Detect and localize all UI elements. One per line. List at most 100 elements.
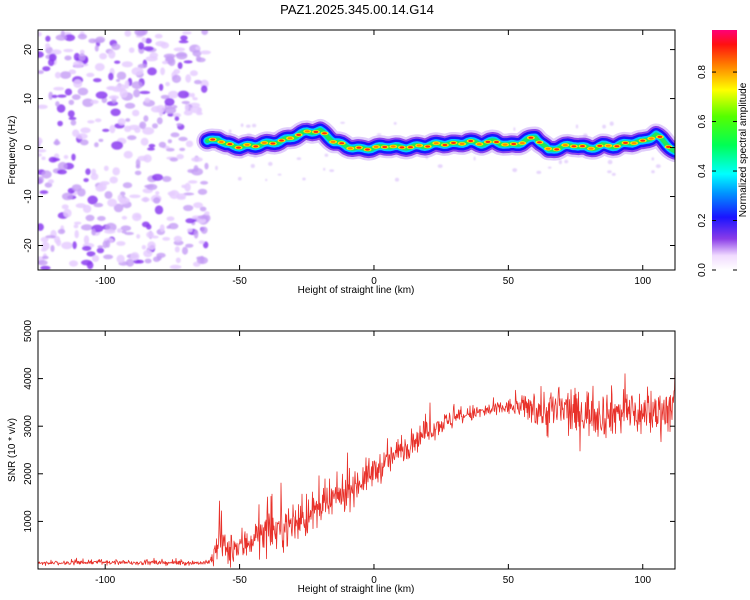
noise-speckle	[86, 261, 94, 270]
noise-speckle	[116, 71, 127, 80]
noise-speckle	[40, 265, 51, 270]
noise-speckle	[174, 246, 180, 253]
noise-speckle	[91, 228, 96, 236]
noise-speckle	[38, 51, 44, 58]
noise-speckle	[185, 74, 192, 83]
noise-speckle	[77, 188, 86, 197]
noise-speckle	[82, 245, 92, 251]
noise-speckle	[85, 214, 95, 222]
noise-speckle	[107, 86, 115, 91]
noise-speckle	[114, 60, 121, 64]
noise-speckle	[152, 123, 158, 129]
figure-title: PAZ1.2025.345.00.14.G14	[280, 2, 434, 17]
ridge-hotspot-core	[519, 142, 525, 145]
noise-speck	[323, 167, 326, 171]
noise-speckle	[150, 105, 161, 113]
noise-speckle	[144, 258, 152, 264]
noise-speckle	[110, 108, 121, 117]
x-tick-label: -100	[95, 276, 115, 287]
noise-speckle	[125, 118, 131, 122]
y-tick-label: 2000	[23, 462, 34, 485]
ridge-hotspot-core	[244, 143, 250, 146]
ridge-hotspot-core	[382, 145, 388, 149]
noise-speckle	[182, 246, 188, 255]
noise-speckle	[57, 94, 67, 98]
ridge-hotspot-core	[279, 139, 284, 142]
ridge-hotspot-core	[597, 144, 603, 147]
noise-speckle	[145, 38, 152, 44]
ridge-hotspot-core	[425, 145, 431, 148]
noise-speckle	[87, 195, 98, 205]
noise-speckle	[188, 180, 198, 184]
noise-speckle	[57, 120, 63, 127]
noise-speckle	[174, 116, 180, 121]
noise-speckle	[138, 42, 145, 50]
noise-speck	[607, 170, 612, 174]
snr-y-ticks: 1000 2000 3000 4000 5000	[23, 319, 675, 533]
ridge-hotspot-core	[545, 147, 551, 150]
snr-y-axis-label: SNR (10 * v/v)	[7, 418, 18, 482]
noise-speckle	[72, 241, 77, 250]
noise-speckle	[77, 33, 87, 40]
noise-speckle	[149, 52, 159, 59]
ridge-hotspot-core	[356, 146, 362, 149]
noise-speckle	[137, 63, 148, 69]
x-tick-label: -100	[95, 575, 115, 586]
noise-speckle	[80, 127, 91, 134]
noise-speckle	[169, 157, 179, 162]
noise-speckle	[41, 255, 49, 260]
noise-speck	[437, 164, 443, 169]
x-tick-label: 50	[503, 575, 515, 586]
noise-speckle	[176, 51, 188, 60]
ridge-hotspot-core	[537, 141, 542, 144]
noise-speckle	[196, 55, 202, 62]
ridge-hotspot-core	[657, 135, 663, 138]
noise-speckle	[131, 67, 144, 76]
noise-speckle	[180, 35, 188, 41]
noise-speckle	[143, 115, 149, 122]
noise-speckle	[162, 237, 171, 241]
noise-speckle	[48, 91, 53, 100]
noise-speck	[376, 133, 382, 136]
ridge-hotspot-core	[631, 142, 637, 145]
noise-speckle	[160, 42, 170, 49]
noise-speckle	[159, 108, 163, 117]
noise-speckle	[185, 140, 194, 148]
noise-speckle	[176, 123, 182, 127]
noise-speckle	[195, 46, 201, 50]
noise-speckle	[103, 165, 109, 171]
noise-speckle	[38, 31, 42, 37]
ridge-hotspot-core	[554, 148, 560, 151]
noise-speckle	[197, 107, 202, 114]
noise-speckle	[94, 45, 99, 52]
noise-speckle	[50, 245, 55, 252]
noise-speck	[607, 159, 613, 165]
ridge-hotspot-core	[494, 140, 499, 144]
noise-speckle	[38, 70, 44, 74]
snr-x-axis-label: Height of straight line (km)	[298, 584, 415, 595]
noise-speckle	[78, 53, 86, 61]
noise-speck	[237, 176, 242, 181]
ridge-hotspot-core	[588, 147, 594, 150]
noise-speckle	[151, 173, 164, 181]
y-tick-label: 3000	[23, 415, 34, 438]
noise-speck	[394, 177, 400, 182]
noise-speckle	[173, 47, 186, 52]
noise-speckle	[102, 128, 110, 132]
noise-speck	[655, 164, 661, 169]
noise-speck	[651, 157, 655, 161]
ridge-hotspot-core	[476, 143, 482, 146]
noise-speckle	[127, 135, 137, 141]
noise-speckle	[63, 155, 69, 159]
noise-speckle	[141, 221, 150, 228]
noise-speckle	[124, 102, 136, 109]
noise-speckle	[41, 156, 46, 161]
ridge-hotspot-core	[227, 143, 233, 146]
ridge-hotspot-core	[270, 142, 276, 145]
noise-speckle	[141, 197, 150, 202]
noise-speckle	[71, 94, 81, 100]
noise-speckle	[59, 71, 72, 79]
noise-speckle	[40, 236, 49, 243]
noise-speckle	[116, 79, 120, 82]
